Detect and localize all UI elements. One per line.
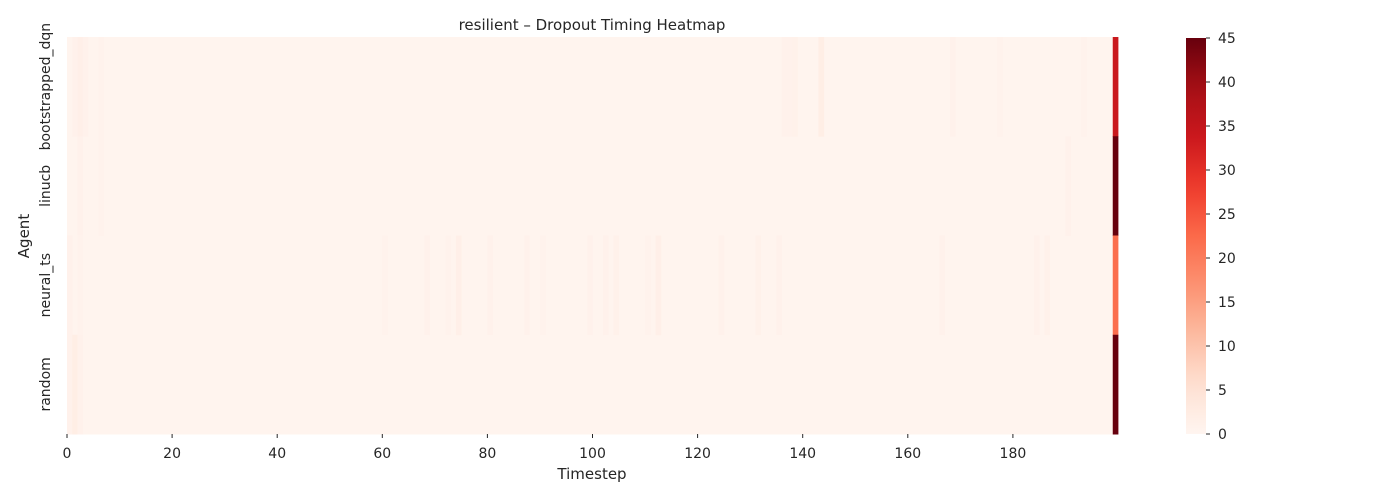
colorbar-tick-label: 5 — [1218, 383, 1227, 399]
colorbar-tick-label: 20 — [1218, 251, 1236, 267]
heatmap-row-bootstrapped_dqn — [67, 37, 1118, 137]
heatmap-cell — [755, 235, 762, 336]
colorbar-tick-label: 15 — [1218, 295, 1236, 311]
y-tick-label: random — [38, 357, 54, 411]
heatmap-cell — [655, 235, 662, 336]
x-tick-label: 80 — [478, 446, 496, 462]
heatmap-cell — [487, 235, 494, 336]
colorbar-tick-label: 40 — [1218, 75, 1236, 91]
heatmap-cell — [1033, 235, 1040, 336]
heatmap-cell — [949, 37, 956, 137]
heatmap-cell — [1112, 136, 1119, 236]
heatmap-cell — [382, 235, 388, 336]
heatmap-cell — [1044, 235, 1051, 336]
chart-title: resilient – Dropout Timing Heatmap — [459, 16, 726, 34]
heatmap-cell — [587, 235, 593, 336]
heatmap-cell — [539, 235, 546, 336]
heatmap-cell — [776, 235, 783, 336]
heatmap-cell — [1081, 37, 1087, 137]
x-axis-title: Timestep — [556, 465, 626, 483]
x-ticks: 0 20 40 60 80 100 120 140 160 180 — [63, 434, 1027, 462]
x-tick-label: 20 — [163, 446, 181, 462]
heatmap-row-random — [67, 334, 1118, 435]
heatmap-cell — [445, 235, 452, 336]
y-tick-label: linucb — [38, 165, 54, 207]
heatmap-cell — [818, 37, 825, 137]
x-tick-label: 60 — [373, 446, 391, 462]
heatmap-cell — [1065, 136, 1072, 236]
x-tick-label: 140 — [789, 446, 816, 462]
heatmap-cell — [67, 334, 73, 435]
heatmap-cell — [1112, 235, 1119, 336]
heatmap-cell — [77, 136, 84, 236]
x-tick-label: 120 — [684, 446, 711, 462]
heatmap-cell — [1112, 37, 1119, 137]
y-tick-label: bootstrapped_dqn — [38, 23, 54, 151]
x-tick-label: 180 — [1000, 446, 1027, 462]
colorbar-tick-label: 35 — [1218, 119, 1236, 135]
colorbar-gradient-bar — [1186, 38, 1206, 434]
heatmap-row-linucb — [67, 136, 1118, 236]
heatmap-cell — [792, 37, 798, 137]
heatmap-cell — [82, 37, 89, 137]
heatmap-cell — [997, 37, 1003, 137]
heatmap-cell — [1112, 334, 1119, 435]
x-tick-label: 100 — [579, 446, 606, 462]
heatmap-cell — [98, 136, 105, 236]
heatmap-cell — [781, 37, 788, 137]
colorbar-tick-label: 30 — [1218, 163, 1236, 179]
heatmap-cell — [645, 235, 651, 336]
heatmap-cell — [72, 334, 78, 435]
colorbar-tick-label: 10 — [1218, 339, 1236, 355]
heatmap-cell — [72, 37, 78, 137]
x-tick-label: 40 — [268, 446, 286, 462]
heatmap-cell — [939, 235, 945, 336]
heatmap-cell — [77, 235, 84, 336]
colorbar-tick-label: 25 — [1218, 207, 1236, 223]
heatmap-cell — [613, 235, 620, 336]
y-tick-label: neural_ts — [38, 253, 54, 317]
heatmap-cell — [455, 235, 462, 336]
heatmap-cell — [786, 37, 793, 137]
heatmap-cell — [524, 235, 530, 336]
colorbar-tick-label: 45 — [1218, 31, 1236, 47]
heatmap-cell — [67, 235, 73, 336]
heatmap-cell — [718, 235, 725, 336]
heatmap-cell — [603, 235, 609, 336]
colorbar: 0 5 10 15 20 25 30 35 40 45 — [1186, 31, 1236, 443]
colorbar-tick-label: 0 — [1218, 427, 1227, 443]
heatmap-cell — [77, 37, 84, 137]
heatmap-cell — [424, 235, 430, 336]
heatmap-cell — [77, 334, 84, 435]
x-tick-label: 160 — [894, 446, 921, 462]
heatmap-grid — [67, 37, 1119, 435]
y-axis-title: Agent — [15, 214, 33, 259]
x-tick-label: 0 — [63, 446, 72, 462]
heatmap-cell — [98, 37, 105, 137]
